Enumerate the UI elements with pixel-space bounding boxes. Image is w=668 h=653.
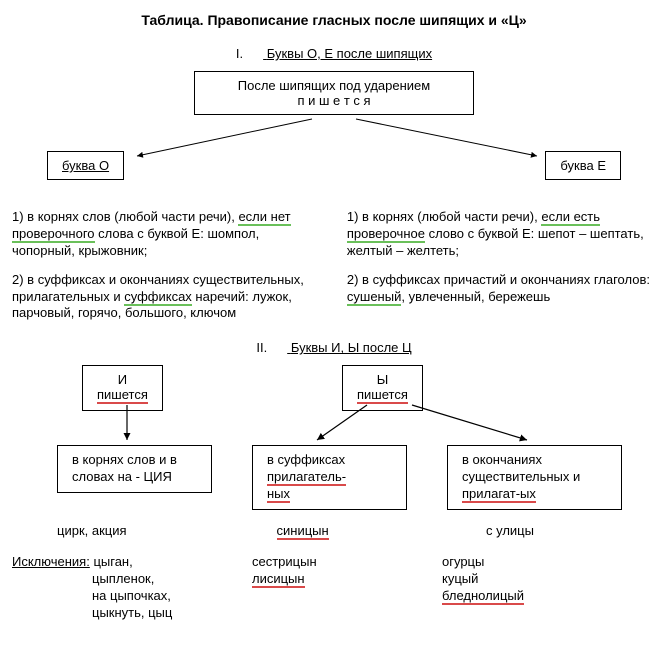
section2-heading-text: Буквы И, Ы после Ц [291, 340, 412, 355]
s2-col1-exc-label: Исключения: [12, 554, 90, 569]
s2-col1-exc: Исключения: цыган, цыпленок, на цыпочках… [12, 554, 242, 622]
section2-heading: II. Буквы И, Ы после Ц [12, 340, 656, 355]
s1l-r2-sq: суффиксах [124, 289, 192, 306]
s2-col2-ex: синицын [277, 523, 447, 540]
section1-left-box: буква О [47, 151, 124, 180]
s2-boxI-l2: пишется [97, 387, 148, 404]
section1-rules: 1) в корнях слов (любой части речи), есл… [12, 209, 656, 334]
s2-col2-box: в суффиксах прилагатель-ных [252, 445, 407, 510]
section1-top-line2: п и ш е т с я [209, 93, 459, 108]
s2-col1-exc4: цыкнуть, цыц [92, 605, 242, 622]
s2-col1-exc1: цыган, [93, 554, 132, 569]
section1-heading: I. Буквы О, Е после шипящих [12, 46, 656, 61]
s1-left-rule2: 2) в суффиксах и окончаниях существитель… [12, 272, 321, 323]
section2-diagram: И пишется Ы пишется в корнях слов и в сл… [12, 365, 656, 515]
s2-col1-box: в корнях слов и в словах на - ЦИЯ [57, 445, 212, 493]
section1-left-box-text: буква О [62, 158, 109, 173]
s2-col2-ex1: синицын [277, 523, 329, 540]
s2-col3-ex: с улицы [486, 523, 656, 540]
section1-left-rules: 1) в корнях слов (любой части речи), есл… [12, 209, 321, 334]
s2-col2-ex3: лисицын [252, 571, 305, 588]
s2-col2-sq: прилагатель- [267, 469, 346, 486]
section1-top-line1: После шипящих под ударением [209, 78, 459, 93]
s2-col2-sq2: ных [267, 486, 290, 503]
s2-col3-lower: огурцы куцый бледнолицый [442, 554, 622, 622]
s2-col3-ex2: огурцы [442, 554, 622, 571]
s1r-r2-sq: сушеный [347, 289, 401, 306]
section2-box-y: Ы пишется [342, 365, 423, 411]
section1-right-rules: 1) в корнях (любой части речи), если ест… [347, 209, 656, 334]
s1r-r2-post: , увлеченный, бережешь [401, 289, 550, 304]
s2-col1-ex1: цирк, акция [57, 523, 237, 540]
s2-col3-ex3: куцый [442, 571, 622, 588]
section1-heading-text: Буквы О, Е после шипящих [267, 46, 432, 61]
s2-col1-ex: цирк, акция [57, 523, 237, 540]
s1-left-rule1: 1) в корнях слов (любой части речи), есл… [12, 209, 321, 260]
section1-top-box: После шипящих под ударением п и ш е т с … [194, 71, 474, 115]
section-1: I. Буквы О, Е после шипящих После шипящи… [12, 46, 656, 334]
s1-right-rule1: 1) в корнях (любой части речи), если ест… [347, 209, 656, 260]
s2-col3-box: в окончаниях существительных и прилагат-… [447, 445, 622, 510]
s2-col1-exc2: цыпленок, [92, 571, 242, 588]
s1-right-rule2: 2) в суффиксах причастий и окончаниях гл… [347, 272, 656, 306]
section1-diagram: После шипящих под ударением п и ш е т с … [12, 71, 656, 201]
s2-col2-pre: в суффиксах [267, 452, 345, 467]
section-2: II. Буквы И, Ы после Ц И пишется Ы пишет… [12, 340, 656, 621]
section2-box-i: И пишется [82, 365, 163, 411]
s2-col3-ex4: бледнолицый [442, 588, 524, 605]
s1r-r2-pre: 2) в суффиксах причастий и окончаниях гл… [347, 272, 650, 287]
section1-right-box: буква Е [545, 151, 621, 180]
s2-boxI-l1: И [97, 372, 148, 387]
section1-roman: I. [236, 46, 243, 61]
s1l-r1-pre: 1) в корнях слов (любой части речи), [12, 209, 238, 224]
s2-col3-pre: в окончаниях существительных и [462, 452, 580, 484]
section1-right-box-text: буква Е [560, 158, 606, 173]
s2-boxY-l1: Ы [357, 372, 408, 387]
s2-boxY-l2: пишется [357, 387, 408, 404]
s2-col3-sq: прилагат-ых [462, 486, 536, 503]
section2-examples: цирк, акция синицын с улицы [12, 523, 656, 540]
page-title: Таблица. Правописание гласных после шипя… [12, 12, 656, 28]
s2-col2-lower: сестрицын лисицын [242, 554, 442, 622]
s2-col3-ex1: с улицы [486, 523, 656, 540]
s2-col1-exc3: на цыпочках, [92, 588, 242, 605]
s2-col1-desc: в корнях слов и в словах на - ЦИЯ [72, 452, 177, 484]
s1r-r1-pre: 1) в корнях (любой части речи), [347, 209, 541, 224]
section2-roman: II. [256, 340, 267, 355]
s2-col2-ex2: сестрицын [252, 554, 442, 571]
section2-lower: Исключения: цыган, цыпленок, на цыпочках… [12, 554, 656, 622]
